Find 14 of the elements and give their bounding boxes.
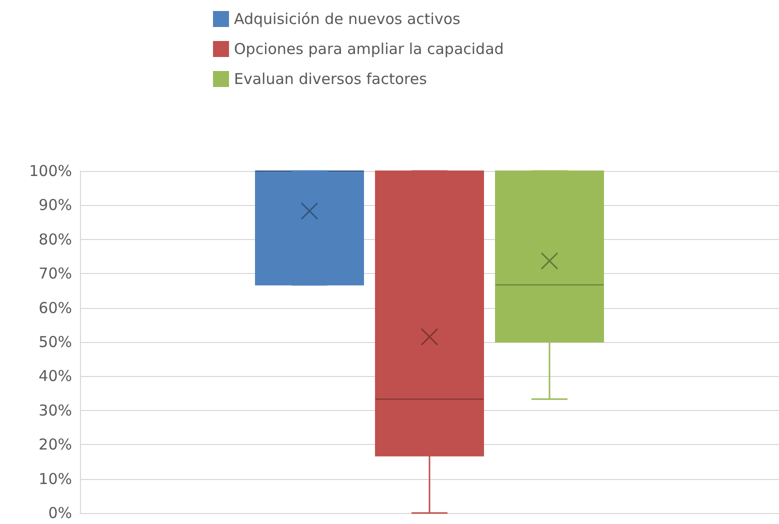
y-tick-label: 50% (38, 333, 72, 351)
y-tick-label: 0% (48, 504, 72, 522)
y-tick-label: 30% (38, 401, 72, 420)
legend-label: Opciones para ampliar la capacidad (234, 40, 504, 58)
y-tick-label: 80% (38, 230, 72, 248)
legend-label: Adquisición de nuevos activos (234, 10, 461, 28)
y-tick-label: 70% (38, 264, 72, 283)
y-tick-label: 20% (38, 436, 72, 454)
y-tick-label: 40% (38, 367, 72, 386)
y-tick-label: 100% (29, 162, 72, 180)
legend-label: Evaluan diversos factores (234, 70, 428, 88)
y-tick-label: 90% (38, 196, 72, 214)
y-tick-label: 60% (38, 298, 72, 317)
y-tick-label: 10% (38, 470, 72, 488)
